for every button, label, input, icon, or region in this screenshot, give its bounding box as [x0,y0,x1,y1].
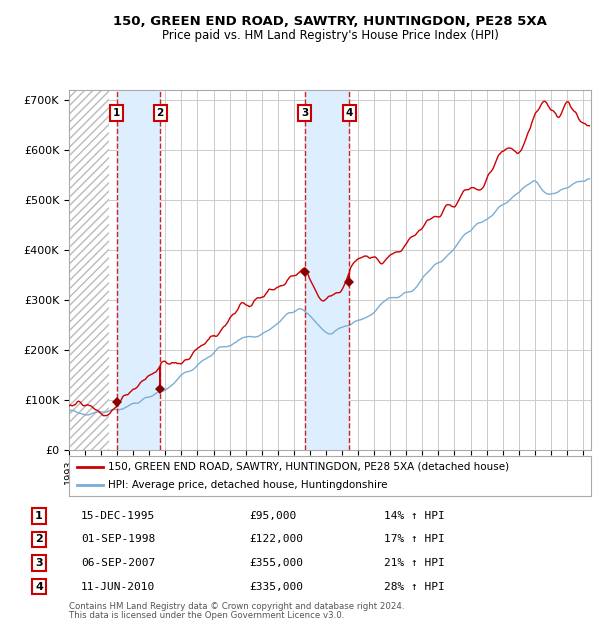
Text: This data is licensed under the Open Government Licence v3.0.: This data is licensed under the Open Gov… [69,611,344,619]
Text: 4: 4 [35,582,43,591]
Text: Price paid vs. HM Land Registry's House Price Index (HPI): Price paid vs. HM Land Registry's House … [161,30,499,42]
Text: Contains HM Land Registry data © Crown copyright and database right 2024.: Contains HM Land Registry data © Crown c… [69,602,404,611]
Text: 150, GREEN END ROAD, SAWTRY, HUNTINGDON, PE28 5XA: 150, GREEN END ROAD, SAWTRY, HUNTINGDON,… [113,16,547,28]
Text: 1: 1 [113,108,120,118]
Text: 14% ↑ HPI: 14% ↑ HPI [384,511,445,521]
Text: 17% ↑ HPI: 17% ↑ HPI [384,534,445,544]
Bar [69,90,109,449]
Text: 2: 2 [35,534,43,544]
Text: £335,000: £335,000 [249,582,303,591]
Text: 06-SEP-2007: 06-SEP-2007 [81,558,155,568]
Text: £355,000: £355,000 [249,558,303,568]
Text: £122,000: £122,000 [249,534,303,544]
Text: 1: 1 [35,511,43,521]
Text: 01-SEP-1998: 01-SEP-1998 [81,534,155,544]
Text: 21% ↑ HPI: 21% ↑ HPI [384,558,445,568]
Text: 28% ↑ HPI: 28% ↑ HPI [384,582,445,591]
Text: 3: 3 [301,108,308,118]
Text: 11-JUN-2010: 11-JUN-2010 [81,582,155,591]
Text: 150, GREEN END ROAD, SAWTRY, HUNTINGDON, PE28 5XA (detached house): 150, GREEN END ROAD, SAWTRY, HUNTINGDON,… [108,461,509,472]
Bar [305,90,349,449]
Text: £95,000: £95,000 [249,511,296,521]
Text: 4: 4 [346,108,353,118]
Bar [116,90,160,449]
Text: 2: 2 [157,108,164,118]
Text: 3: 3 [35,558,43,568]
Text: 15-DEC-1995: 15-DEC-1995 [81,511,155,521]
Text: HPI: Average price, detached house, Huntingdonshire: HPI: Average price, detached house, Hunt… [108,480,388,490]
